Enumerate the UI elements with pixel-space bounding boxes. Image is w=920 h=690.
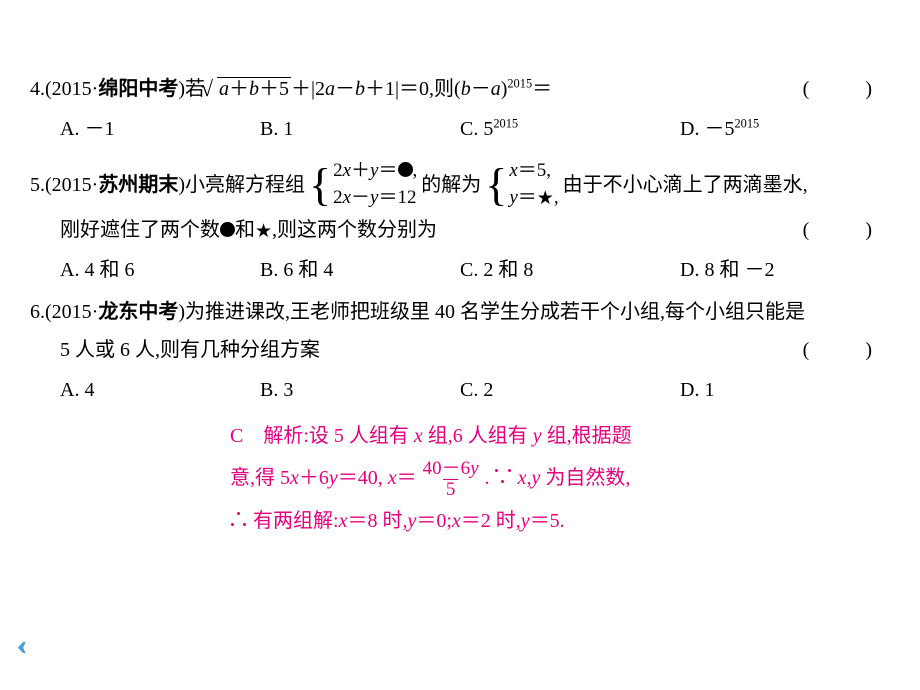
q6-stem-l1: (2015·龙东中考)为推进课改,王老师把班级里 40 名学生分成若干个小组,每… xyxy=(45,293,890,331)
star-solid-icon: ★ xyxy=(537,189,554,208)
solution-answer: C xyxy=(230,425,243,447)
solution-l3-text: 有两组解:x＝8 时,y＝0;x＝2 时,y＝5. xyxy=(248,510,565,532)
choice-b: B. 3 xyxy=(260,371,460,409)
q4-mid: ＋|2a－b＋1|＝0,则(b－a) xyxy=(291,78,507,100)
q6-source: 龙东中考 xyxy=(98,301,178,323)
choice-a: A. －1 xyxy=(60,110,260,148)
left-brace-icon: { xyxy=(309,162,331,208)
q5-line2: 刚好遮住了两个数和★,则这两个数分别为 ( ) xyxy=(30,211,890,249)
system-1: { 2x＋y＝, 2x－y＝12 xyxy=(309,158,417,211)
sqrt-icon: a＋b＋5 xyxy=(205,70,291,108)
system2-top: x＝5, xyxy=(509,158,558,185)
q5-stem: (2015·苏州期末)小亮解方程组 { 2x＋y＝, 2x－y＝12 的解为 {… xyxy=(45,158,890,211)
q6-number: 6. xyxy=(30,293,45,331)
question-5: 5. (2015·苏州期末)小亮解方程组 { 2x＋y＝, 2x－y＝12 的解… xyxy=(30,158,890,211)
q5-l2-pre: 刚好遮住了两个数 xyxy=(60,219,220,241)
question-6: 6. (2015·龙东中考)为推进课改,王老师把班级里 40 名学生分成若干个小… xyxy=(30,293,890,331)
choice-c: C. 52015 xyxy=(460,110,680,148)
question-4: 4. (2015·绵阳中考)若a＋b＋5＋|2a－b＋1|＝0,则(b－a)20… xyxy=(30,70,890,108)
star-solid-icon: ★ xyxy=(255,222,272,241)
answer-blank: ( ) xyxy=(795,70,890,108)
q4-post: ＝ xyxy=(532,78,552,100)
fraction: 40－6y5 xyxy=(420,459,482,500)
solution-l2-pre: 意,得 5x＋6y＝40, x＝ xyxy=(230,467,417,489)
left-brace-icon: { xyxy=(485,162,507,208)
q4-year-close: ) xyxy=(178,78,185,100)
q4-number: 4. xyxy=(30,70,45,108)
q6-choices: A. 4 B. 3 C. 2 D. 1 xyxy=(30,371,890,409)
q5-year-open: (2015· xyxy=(45,174,98,196)
q6-l2: 5 人或 6 人,则有几种分组方案 xyxy=(60,331,795,369)
choice-a: A. 4 xyxy=(60,371,260,409)
q6-line2: 5 人或 6 人,则有几种分组方案 ( ) xyxy=(30,331,890,369)
choice-d: D. 8 和 －2 xyxy=(680,251,774,289)
q5-l2-post: ,则这两个数分别为 xyxy=(272,219,437,241)
solution-line3: 有两组解:x＝8 时,y＝0;x＝2 时,y＝5. xyxy=(230,500,790,542)
q5-pre: 小亮解方程组 xyxy=(185,174,305,196)
q5-l2-mid: 和 xyxy=(235,219,255,241)
system-2: { x＝5, y＝★, xyxy=(485,158,558,211)
q6-solution: C 解析:设 5 人组有 x 组,6 人组有 y 组,根据题 意,得 5x＋6y… xyxy=(30,415,890,542)
answer-blank: ( ) xyxy=(795,211,890,249)
q5-year-close: ) xyxy=(178,174,185,196)
q5-source: 苏州期末 xyxy=(98,174,178,196)
q4-year-open: (2015· xyxy=(45,78,98,100)
q4-source: 绵阳中考 xyxy=(98,78,178,100)
q5-number: 5. xyxy=(30,166,45,204)
choice-d: D. 1 xyxy=(680,371,714,409)
answer-blank: ( ) xyxy=(795,331,890,369)
because-icon xyxy=(495,469,513,485)
q6-year-close: ) xyxy=(178,301,185,323)
choice-a: A. 4 和 6 xyxy=(60,251,260,289)
choice-c: C. 2 xyxy=(460,371,680,409)
q4-stem: (2015·绵阳中考)若a＋b＋5＋|2a－b＋1|＝0,则(b－a)2015＝ xyxy=(45,70,795,108)
q5-choices: A. 4 和 6 B. 6 和 4 C. 2 和 8 D. 8 和 －2 xyxy=(30,251,890,289)
q4-exp: 2015 xyxy=(507,76,532,90)
choice-b: B. 6 和 4 xyxy=(260,251,460,289)
solution-l1-text: 设 5 人组有 x 组,6 人组有 y 组,根据题 xyxy=(309,425,632,447)
choice-b: B. 1 xyxy=(260,110,460,148)
circle-solid-icon xyxy=(398,162,413,177)
q5-mid1: 的解为 xyxy=(421,166,481,204)
solution-line1: C 解析:设 5 人组有 x 组,6 人组有 y 组,根据题 xyxy=(230,415,790,457)
q6-l1: 为推进课改,王老师把班级里 40 名学生分成若干个小组,每个小组只能是 xyxy=(185,301,805,323)
solution-line2: 意,得 5x＋6y＝40, x＝40－6y5. x,y 为自然数, xyxy=(230,457,790,500)
solution-label: 解析: xyxy=(263,425,309,447)
choice-c: C. 2 和 8 xyxy=(460,251,680,289)
solution-l2-post: x,y 为自然数, xyxy=(513,467,631,489)
therefore-icon xyxy=(230,512,248,528)
q6-year-open: (2015· xyxy=(45,301,98,323)
solution-l2-mid: . xyxy=(485,467,495,489)
system1-bot: 2x－y＝12 xyxy=(333,185,417,212)
circle-solid-icon xyxy=(220,222,235,237)
choice-d: D. －52015 xyxy=(680,110,759,148)
q5-tail: 由于不小心滴上了两滴墨水, xyxy=(563,166,808,204)
q4-choices: A. －1 B. 1 C. 52015 D. －52015 xyxy=(30,110,890,148)
